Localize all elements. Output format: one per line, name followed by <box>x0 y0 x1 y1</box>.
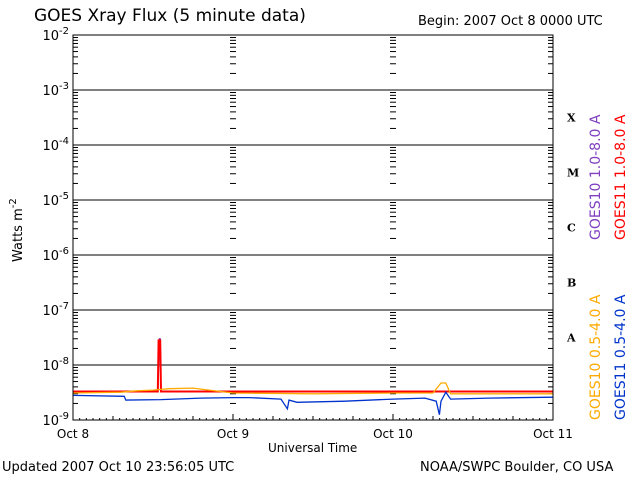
legend-entry: GOES10 0.5-4.0 A <box>588 294 604 420</box>
series-line <box>73 339 553 393</box>
flare-class-label: C <box>567 222 576 235</box>
flare-class-label: X <box>567 112 576 125</box>
flare-class-label: M <box>567 167 579 180</box>
chart-title: GOES Xray Flux (5 minute data) <box>34 6 306 26</box>
y-tick-label: 10-2 <box>42 26 69 44</box>
flare-class-labels: A B C M X <box>566 112 579 345</box>
x-axis-label: Universal Time <box>268 441 358 455</box>
legend: GOES10 1.0-8.0 A GOES11 1.0-8.0 A GOES10 0… <box>588 114 629 420</box>
grid-lines <box>73 37 553 420</box>
y-tick-labels: 10-9 10-8 10-7 10-6 10-5 10-4 10-3 10-2 <box>42 26 69 429</box>
y-tick-label: 10-5 <box>42 191 69 209</box>
begin-time: Begin: 2007 Oct 8 0000 UTC <box>418 14 603 29</box>
flare-class-label: A <box>566 332 576 345</box>
series-lines <box>72 338 554 415</box>
y-axis-label: Watts m-2 <box>8 198 26 262</box>
y-axis-label-text: Watts m <box>11 208 26 262</box>
flare-class-label: B <box>567 277 576 290</box>
x-tick-label: Oct 10 <box>373 427 413 441</box>
x-tick-label: Oct 8 <box>57 427 89 441</box>
y-tick-label: 10-3 <box>42 81 69 99</box>
series-line <box>72 390 554 415</box>
legend-entry: GOES10 1.0-8.0 A <box>588 114 604 240</box>
legend-entry: GOES11 0.5-4.0 A <box>613 294 629 420</box>
y-tick-label: 10-6 <box>42 246 69 264</box>
updated-timestamp: Updated 2007 Oct 10 23:56:05 UTC <box>2 460 235 475</box>
y-tick-label: 10-4 <box>42 136 69 154</box>
y-tick-label: 10-7 <box>42 301 69 319</box>
series-line <box>72 382 553 395</box>
x-tick-labels: Oct 8 Oct 9 Oct 10 Oct 11 <box>57 427 573 441</box>
x-tick-label: Oct 9 <box>217 427 249 441</box>
x-tick-label: Oct 11 <box>533 427 573 441</box>
y-tick-label: 10-9 <box>42 411 69 429</box>
plot-frame <box>72 34 554 421</box>
data-credit: NOAA/SWPC Boulder, CO USA <box>420 460 614 475</box>
y-tick-label: 10-8 <box>42 356 69 374</box>
y-axis-label-exponent: -2 <box>8 198 19 208</box>
legend-entry: GOES11 1.0-8.0 A <box>613 114 629 240</box>
